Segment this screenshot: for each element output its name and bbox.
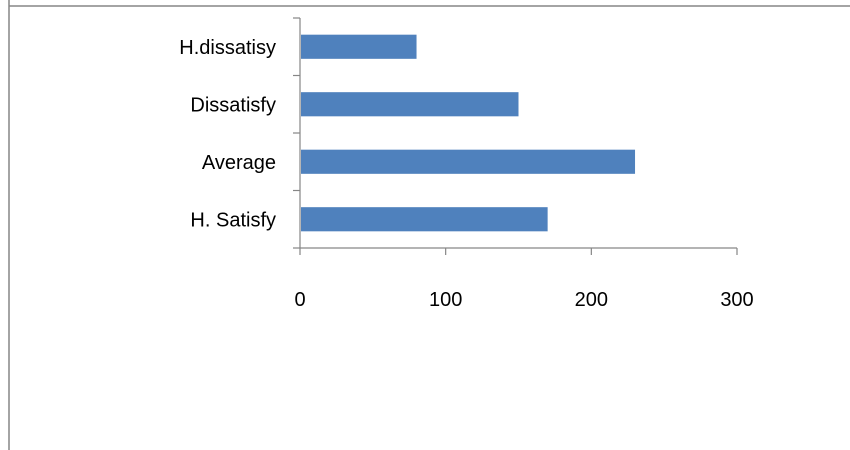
value-tick-label: 100	[429, 289, 462, 311]
category-label: H. Satisfy	[190, 209, 276, 231]
category-label: H.dissatisy	[179, 37, 276, 59]
value-tick-label: 200	[575, 289, 608, 311]
category-label: Dissatisfy	[190, 94, 276, 116]
bar-h-dissatisy	[301, 34, 417, 59]
value-tick-label: 300	[720, 289, 753, 311]
chart-border	[8, 0, 850, 450]
bars-group	[301, 34, 636, 232]
value-tick-label: 0	[294, 289, 305, 311]
category-label: Average	[202, 152, 276, 174]
axes-group	[293, 17, 738, 255]
bar-h-satisfy	[301, 207, 548, 232]
bar-dissatisfy	[301, 92, 519, 117]
tick-labels-group: H.dissatisy Dissatisfy Average H. Satisfy 0 1…	[179, 37, 753, 311]
bar-average	[301, 149, 636, 174]
